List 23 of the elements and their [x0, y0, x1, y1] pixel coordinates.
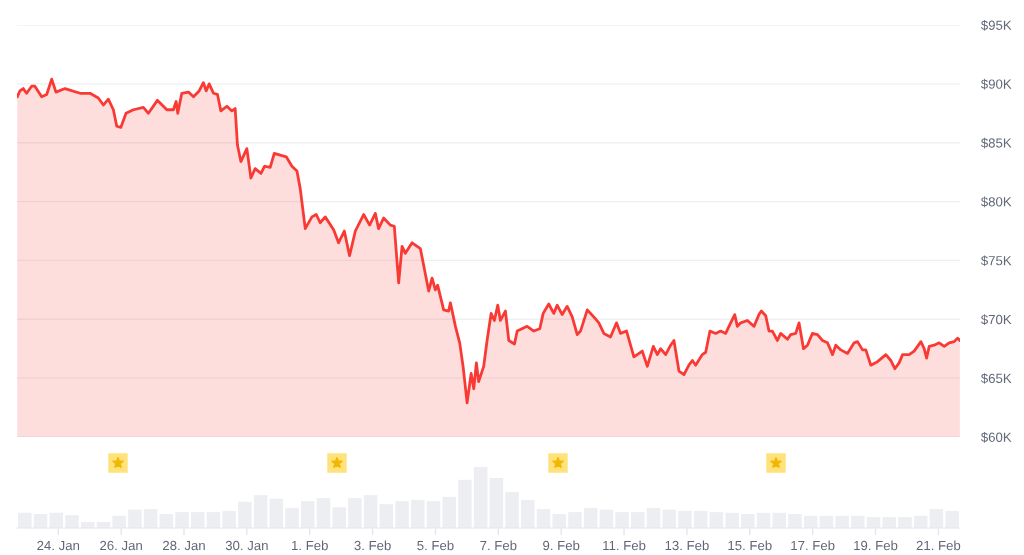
x-tick-label: 5. Feb: [417, 540, 454, 551]
x-tick-label: 30. Jan: [225, 540, 268, 551]
x-tick-label: 15. Feb: [728, 540, 772, 551]
x-tick-label: 7. Feb: [480, 540, 517, 551]
x-tick-label: 17. Feb: [791, 540, 835, 551]
x-tick-label: 21. Feb: [916, 540, 961, 551]
y-tick-label: $95K: [980, 20, 1012, 31]
y-tick-label: $80K: [980, 196, 1012, 208]
y-tick-label: $65K: [980, 373, 1012, 384]
x-tick-label: 9. Feb: [543, 540, 580, 551]
x-tick-label: 11. Feb: [603, 540, 646, 551]
x-tick-label: 1. Feb: [292, 540, 328, 551]
x-tick-label: 24. Jan: [37, 540, 80, 551]
y-tick-label: $85K: [980, 137, 1012, 149]
y-tick-label: $90K: [980, 78, 1012, 90]
x-tick-label: 19. Feb: [854, 540, 898, 551]
x-tick-label: 28. Jan: [163, 540, 205, 551]
y-tick-label: $60K: [980, 432, 1012, 443]
y-tick-label: $70K: [980, 314, 1012, 325]
x-tick-label: 26. Jan: [100, 540, 142, 551]
y-tick-label: $75K: [980, 255, 1012, 267]
x-tick-label: 3. Feb: [354, 540, 391, 551]
x-tick-label: 13. Feb: [665, 540, 709, 551]
